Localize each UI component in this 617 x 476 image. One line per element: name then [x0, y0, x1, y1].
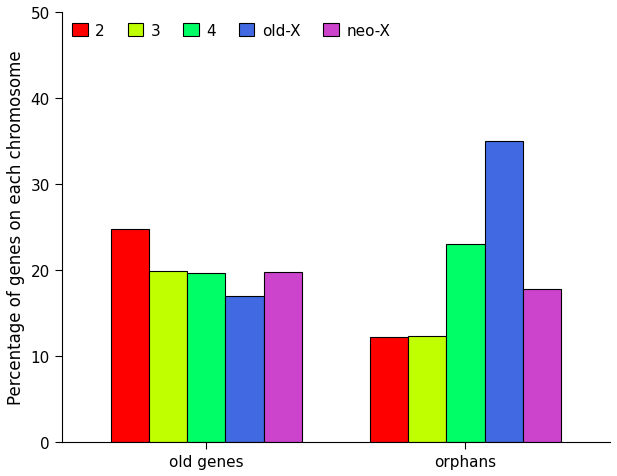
Bar [225, 297, 263, 442]
Y-axis label: Percentage of genes on each chromosome: Percentage of genes on each chromosome [7, 50, 25, 405]
Bar [111, 229, 149, 442]
Bar [523, 289, 561, 442]
Bar [446, 245, 484, 442]
Legend: 2, 3, 4, old-X, neo-X: 2, 3, 4, old-X, neo-X [69, 20, 393, 42]
Bar [187, 273, 225, 442]
Bar [484, 142, 523, 442]
Bar [263, 272, 302, 442]
Bar [149, 271, 187, 442]
Bar [408, 337, 446, 442]
Bar [370, 337, 408, 442]
